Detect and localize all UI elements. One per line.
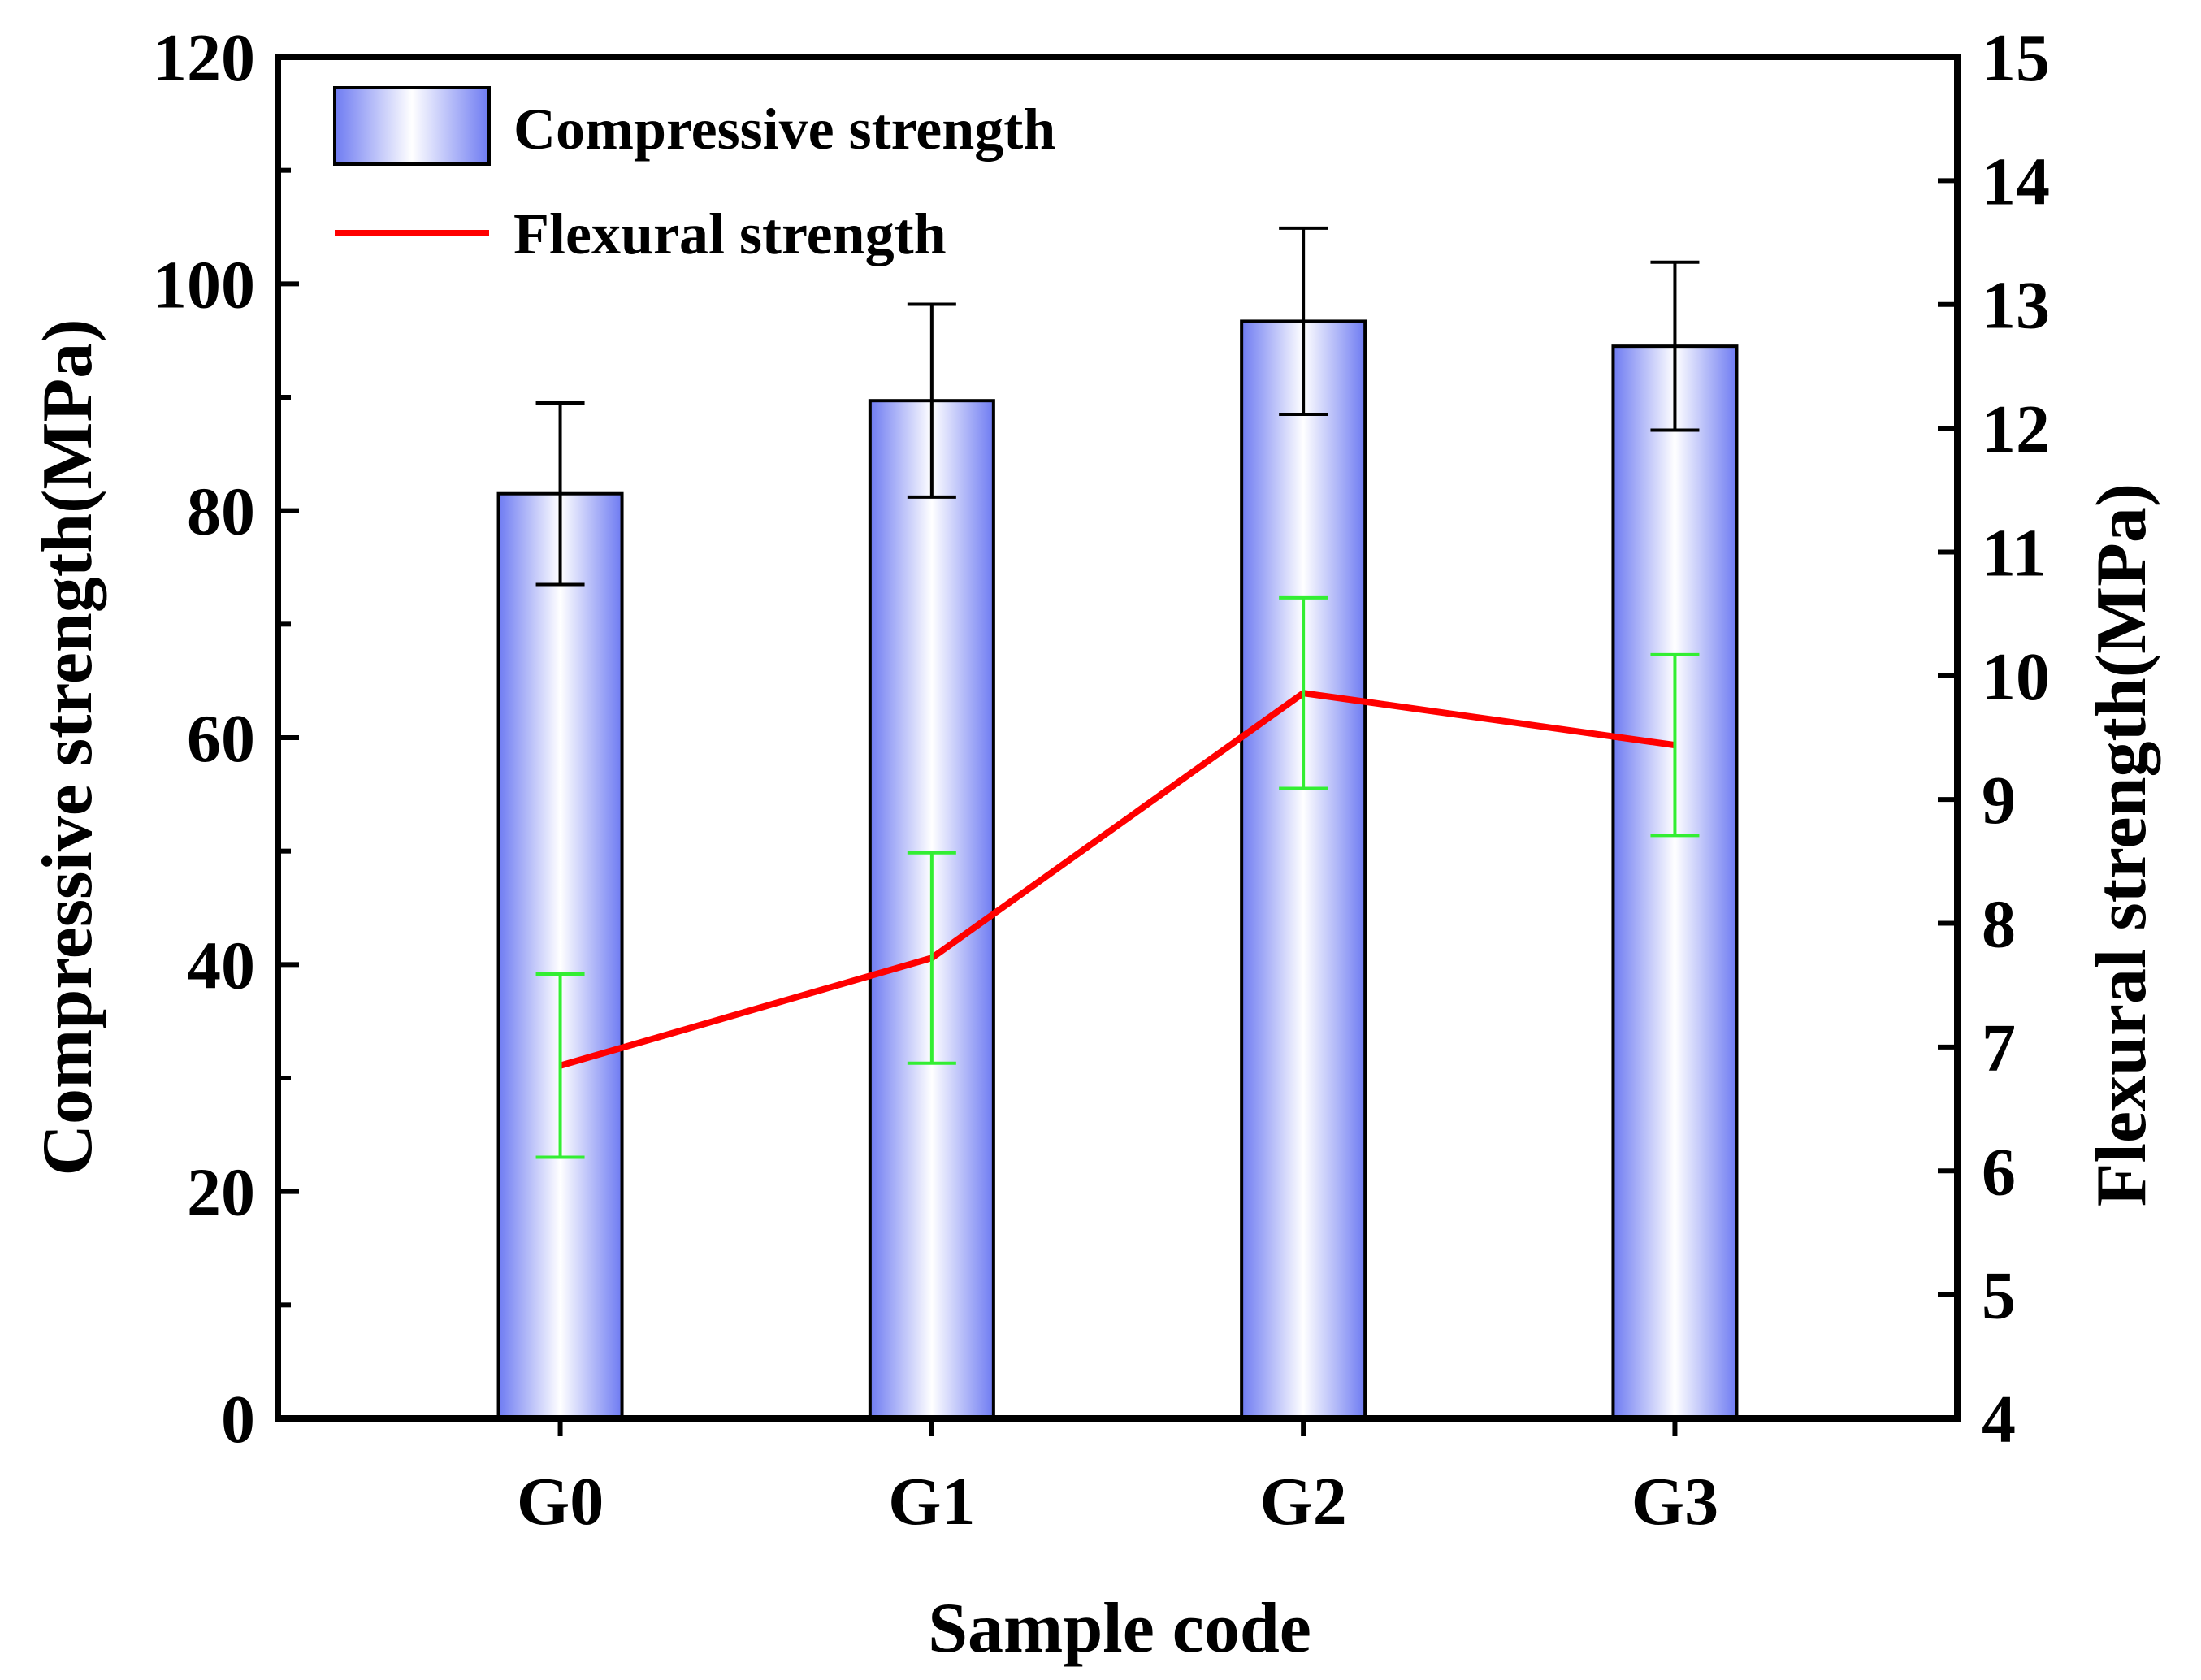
bar-errors-layer <box>535 226 1700 587</box>
bar-error-g0 <box>535 401 585 587</box>
x-tick-label-g2: G2 <box>1259 1464 1346 1539</box>
y-left-tick-label: 100 <box>153 247 255 323</box>
y-right-tick-label: 6 <box>1982 1134 2016 1210</box>
bar-g3 <box>1611 344 1739 1420</box>
y-right-tick-label: 7 <box>1982 1011 2016 1086</box>
legend-bar-swatch <box>333 86 491 166</box>
y-right-tick-label: 8 <box>1982 887 2016 963</box>
x-axis-title: Sample code <box>928 1589 1311 1668</box>
bar-error-g3 <box>1650 260 1700 432</box>
flexural-error-g0 <box>535 972 585 1159</box>
axes-layer <box>275 54 1961 1436</box>
y-right-tick-label: 13 <box>1982 268 2050 344</box>
y-right-tick-label: 10 <box>1982 639 2050 715</box>
y-axis-left-title: Compressive strength(MPa) <box>28 318 107 1176</box>
legend-label-flexural: Flexural strength <box>513 201 947 266</box>
flexural-error-g1 <box>907 851 956 1065</box>
legend-label-compressive: Compressive strength <box>513 97 1055 162</box>
y-axis-right-title: Flexural strength(MPa) <box>2082 483 2161 1206</box>
bar-error-g2 <box>1279 226 1328 416</box>
flexural-error-g3 <box>1650 652 1700 838</box>
flexural-strength-line <box>559 690 1676 1069</box>
line-errors-layer <box>535 595 1700 1159</box>
y-right-tick-label: 14 <box>1982 144 2050 219</box>
y-left-tick-label: 120 <box>153 20 255 96</box>
legend: Compressive strength Flexural strength <box>333 86 1055 266</box>
y-right-tick-label: 11 <box>1982 515 2046 591</box>
y-right-tick-label: 5 <box>1982 1258 2016 1334</box>
y-right-tick-label: 15 <box>1982 20 2050 96</box>
bar-error-g1 <box>907 302 956 499</box>
labels-layer: 0 20 40 60 80 100 120 4 5 6 7 8 9 10 11 12 13 14 15 G0 G1 G2 G… <box>153 20 2050 1539</box>
bars-layer <box>496 319 1739 1421</box>
y-left-tick-label: 0 <box>221 1382 255 1457</box>
bar-g2 <box>1240 319 1367 1420</box>
flexural-error-g2 <box>1279 595 1328 790</box>
y-left-tick-label: 40 <box>187 928 255 1003</box>
y-right-tick-label: 4 <box>1982 1382 2016 1457</box>
y-left-tick-label: 20 <box>187 1155 255 1231</box>
y-right-tick-label: 12 <box>1982 392 2050 467</box>
x-tick-label-g0: G0 <box>517 1464 604 1539</box>
line-layer <box>559 690 1676 1069</box>
x-tick-label-g3: G3 <box>1631 1464 1718 1539</box>
bar-g0 <box>496 491 624 1420</box>
x-tick-label-g1: G1 <box>888 1464 975 1539</box>
y-right-tick-label: 9 <box>1982 763 2016 838</box>
y-left-tick-label: 80 <box>187 474 255 550</box>
y-left-tick-label: 60 <box>187 701 255 777</box>
